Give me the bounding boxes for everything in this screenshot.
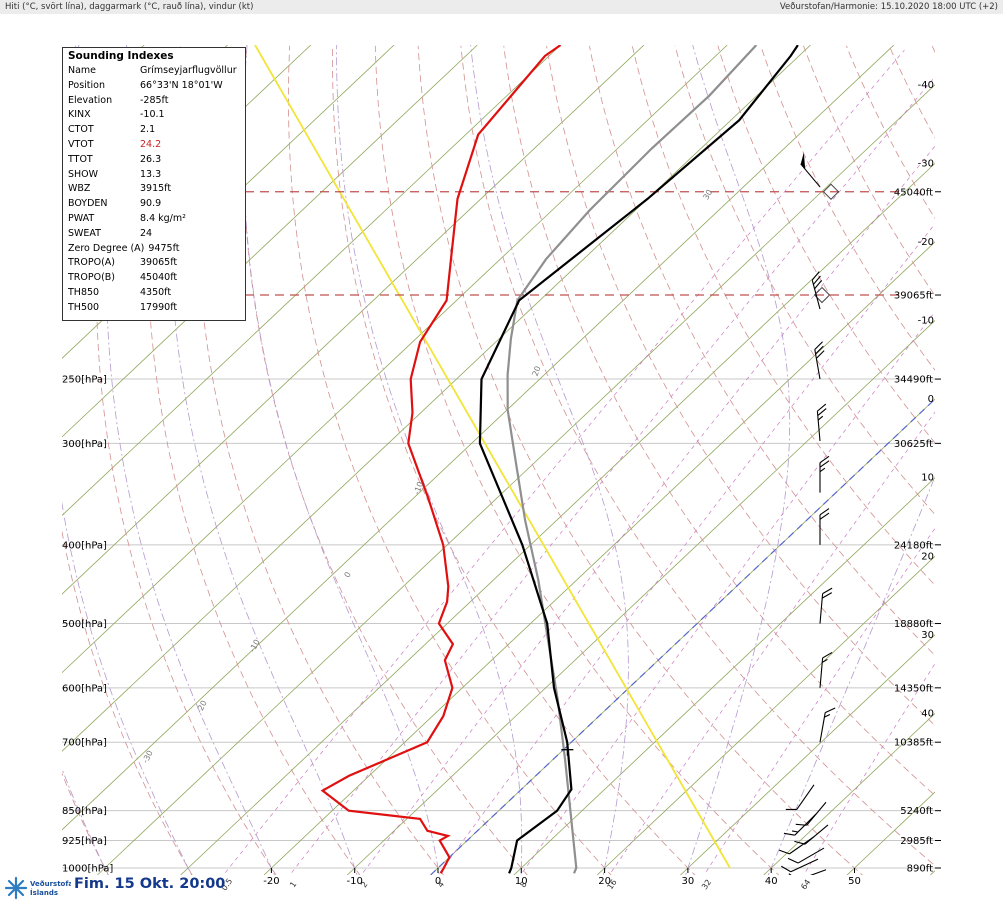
svg-text:20: 20 bbox=[921, 551, 934, 562]
svg-text:18880ft: 18880ft bbox=[894, 619, 933, 630]
logo-text-line2: Íslands bbox=[30, 888, 58, 897]
svg-text:890ft: 890ft bbox=[907, 864, 933, 875]
svg-text:700[hPa]: 700[hPa] bbox=[62, 738, 107, 749]
index-row: Position 66°33'N 18°01'W bbox=[68, 79, 223, 91]
svg-text:20: 20 bbox=[598, 876, 611, 887]
svg-text:40: 40 bbox=[765, 876, 778, 887]
svg-text:-20: -20 bbox=[918, 237, 934, 248]
svg-text:2985ft: 2985ft bbox=[900, 836, 933, 847]
index-row: VTOT 24.2 bbox=[68, 138, 162, 150]
svg-text:-40: -40 bbox=[918, 80, 934, 91]
svg-text:-30: -30 bbox=[141, 749, 155, 765]
svg-text:39065ft: 39065ft bbox=[894, 291, 933, 302]
index-row: Name Grímseyjarflugvöllur bbox=[68, 65, 237, 76]
svg-text:1: 1 bbox=[288, 880, 298, 889]
logo-text-line1: Veðurstofa bbox=[30, 880, 71, 888]
index-row: WBZ 3915ft bbox=[68, 183, 172, 195]
vedurstofa-logo: Veðurstofa Íslands bbox=[4, 876, 71, 900]
svg-text:4: 4 bbox=[436, 880, 446, 889]
svg-text:30: 30 bbox=[921, 630, 934, 641]
sounding-indexes-box: Sounding Indexes Name Grímseyjarflugvöllu… bbox=[62, 47, 246, 321]
index-row: SHOW 13.3 bbox=[68, 168, 162, 180]
svg-text:300[hPa]: 300[hPa] bbox=[62, 439, 107, 450]
svg-text:64: 64 bbox=[799, 878, 812, 892]
svg-text:10385ft: 10385ft bbox=[894, 738, 933, 749]
svg-text:34490ft: 34490ft bbox=[894, 375, 933, 386]
svg-text:10: 10 bbox=[921, 473, 934, 484]
index-row: KINX -10.1 bbox=[68, 109, 165, 121]
index-row: BOYDEN 90.9 bbox=[68, 198, 162, 210]
header-bar: Hiti (°C, svört lína), daggarmark (°C, r… bbox=[0, 0, 1003, 14]
svg-text:850[hPa]: 850[hPa] bbox=[62, 806, 107, 817]
svg-text:45040ft: 45040ft bbox=[894, 187, 933, 198]
svg-text:20: 20 bbox=[531, 365, 543, 378]
index-row: TH500 17990ft bbox=[68, 301, 178, 313]
index-row: TROPO(B) 45040ft bbox=[68, 272, 178, 284]
svg-text:32: 32 bbox=[700, 878, 713, 892]
svg-text:50: 50 bbox=[848, 876, 861, 887]
svg-text:600[hPa]: 600[hPa] bbox=[62, 683, 107, 694]
svg-text:0: 0 bbox=[928, 394, 934, 405]
svg-text:250[hPa]: 250[hPa] bbox=[62, 375, 107, 386]
svg-text:30: 30 bbox=[701, 188, 714, 201]
sounding-indexes-title: Sounding Indexes bbox=[68, 50, 174, 62]
index-row: PWAT 8.4 kg/m² bbox=[68, 212, 186, 224]
index-row: TROPO(A) 39065ft bbox=[68, 257, 178, 269]
header-source: Veðurstofan/Harmonie: 15.10.2020 18:00 U… bbox=[779, 2, 998, 12]
footer-datetime: Fim. 15 Okt. 20:00 bbox=[74, 876, 226, 892]
svg-text:1000[hPa]: 1000[hPa] bbox=[62, 864, 113, 875]
svg-text:-10: -10 bbox=[347, 876, 363, 887]
svg-text:-10: -10 bbox=[918, 316, 934, 327]
svg-text:-10: -10 bbox=[412, 480, 425, 495]
index-row: TTOT 26.3 bbox=[68, 153, 162, 165]
sounding-index-rows: Name Grímseyjarflugvöllur Position 66°33'N … bbox=[68, 64, 240, 316]
svg-text:2: 2 bbox=[359, 880, 369, 889]
logo-star-icon bbox=[4, 876, 28, 900]
svg-text:0: 0 bbox=[343, 570, 353, 579]
svg-text:10: 10 bbox=[515, 876, 528, 887]
svg-text:-20: -20 bbox=[263, 876, 279, 887]
svg-text:14350ft: 14350ft bbox=[894, 683, 933, 694]
header-legend: Hiti (°C, svört lína), daggarmark (°C, r… bbox=[5, 2, 254, 12]
svg-text:925[hPa]: 925[hPa] bbox=[62, 836, 107, 847]
index-row: CTOT 2.1 bbox=[68, 124, 156, 136]
index-row: TH850 4350ft bbox=[68, 286, 172, 298]
svg-text:40: 40 bbox=[921, 708, 934, 719]
svg-text:-20: -20 bbox=[195, 699, 209, 715]
index-row: Elevation -285ft bbox=[68, 94, 169, 106]
svg-text:8: 8 bbox=[518, 880, 528, 889]
index-row: Zero Degree (A) 9475ft bbox=[68, 242, 180, 254]
svg-text:5240ft: 5240ft bbox=[900, 806, 933, 817]
svg-text:0: 0 bbox=[435, 876, 441, 887]
svg-text:-30: -30 bbox=[918, 158, 934, 169]
svg-text:400[hPa]: 400[hPa] bbox=[62, 540, 107, 551]
svg-text:30: 30 bbox=[682, 876, 695, 887]
svg-text:-10: -10 bbox=[248, 638, 262, 654]
svg-text:24180ft: 24180ft bbox=[894, 540, 933, 551]
svg-text:500[hPa]: 500[hPa] bbox=[62, 619, 107, 630]
svg-text:30625ft: 30625ft bbox=[894, 439, 933, 450]
index-row: SWEAT 24 bbox=[68, 227, 153, 239]
